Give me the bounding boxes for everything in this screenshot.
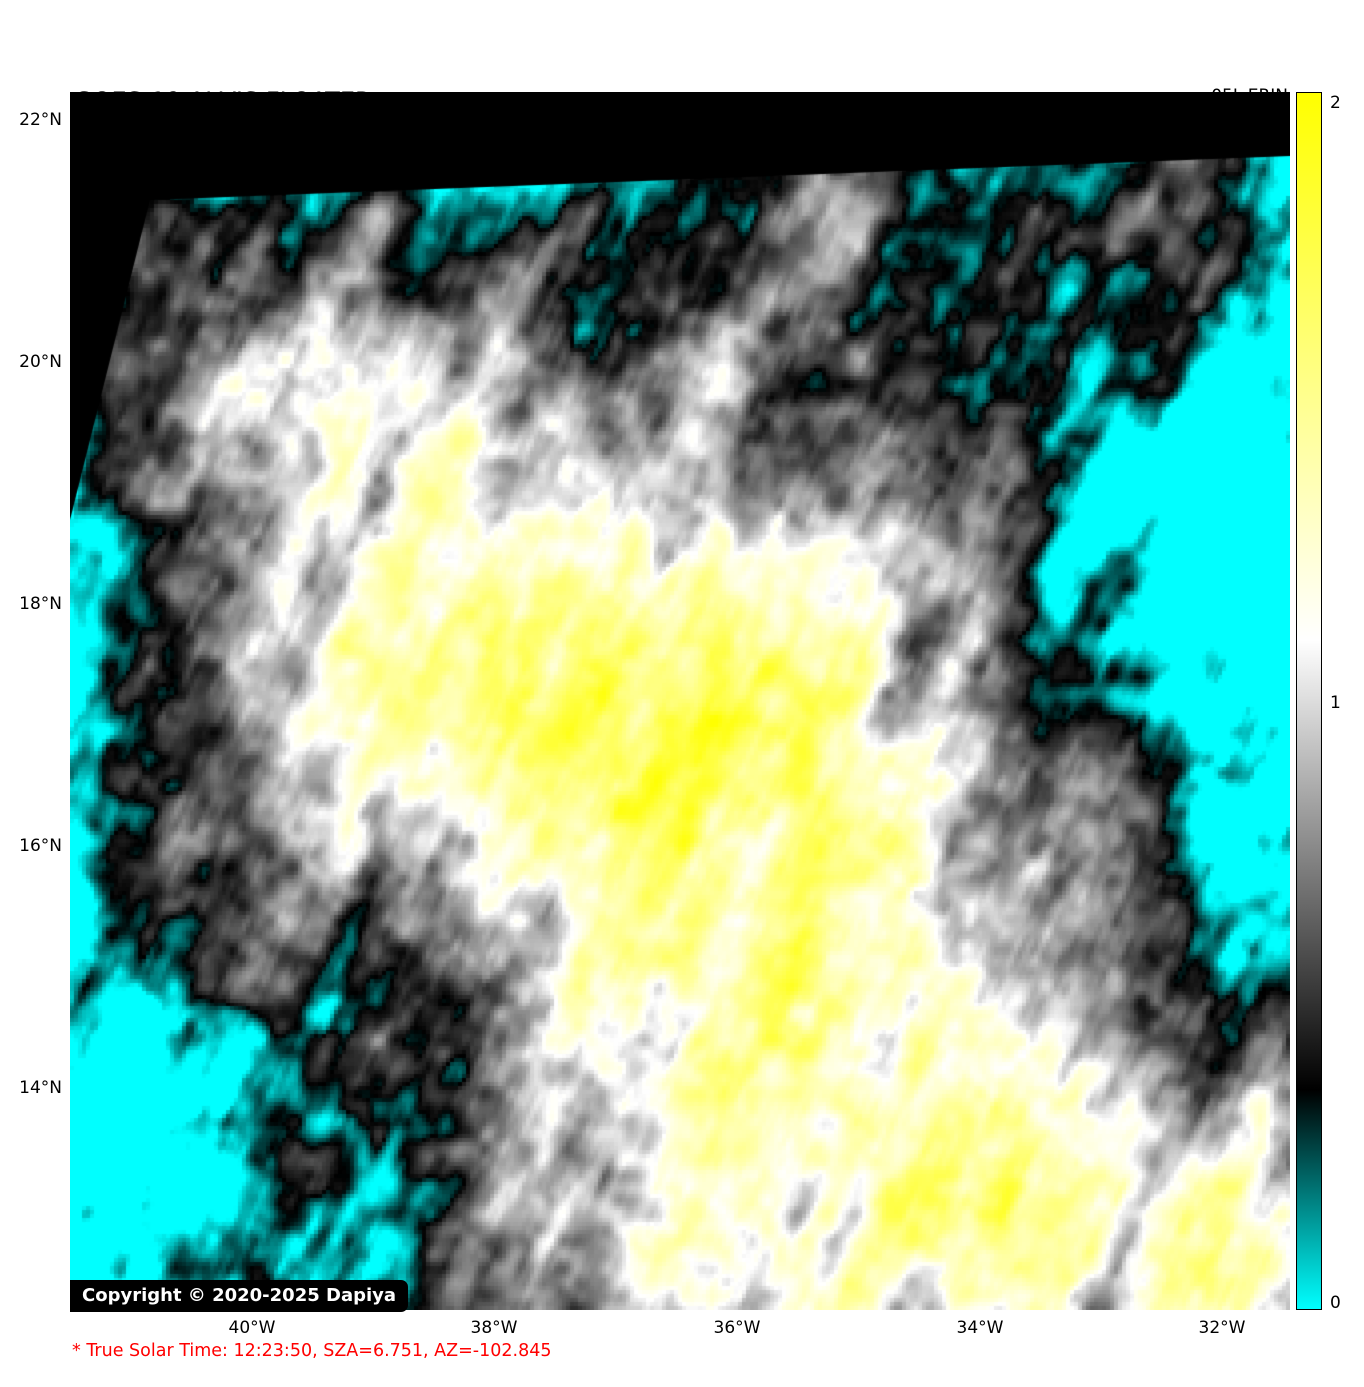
colorbar-tick-1: 1 <box>1330 693 1341 713</box>
colorbar-tick-0: 0 <box>1330 1293 1341 1313</box>
lat-label-16n: 16°N <box>19 836 62 856</box>
copyright-badge: Copyright © 2020-2025 Dapiya <box>70 1280 409 1312</box>
lat-label-20n: 20°N <box>19 352 62 372</box>
lon-label-32w: 32°W <box>1198 1318 1246 1338</box>
lon-label-36w: 36°W <box>713 1318 761 1338</box>
lon-label-40w: 40°W <box>228 1318 276 1338</box>
colorbar-tick-2: 2 <box>1330 93 1341 113</box>
solar-time-note: * True Solar Time: 12:23:50, SZA=6.751, … <box>72 1341 552 1361</box>
colorbar <box>1296 92 1322 1310</box>
lat-label-14n: 14°N <box>19 1078 62 1098</box>
satellite-image-canvas <box>70 92 1290 1310</box>
lat-label-22n: 22°N <box>19 110 62 130</box>
lon-label-34w: 34°W <box>956 1318 1004 1338</box>
lat-label-18n: 18°N <box>19 594 62 614</box>
lon-label-38w: 38°W <box>470 1318 518 1338</box>
